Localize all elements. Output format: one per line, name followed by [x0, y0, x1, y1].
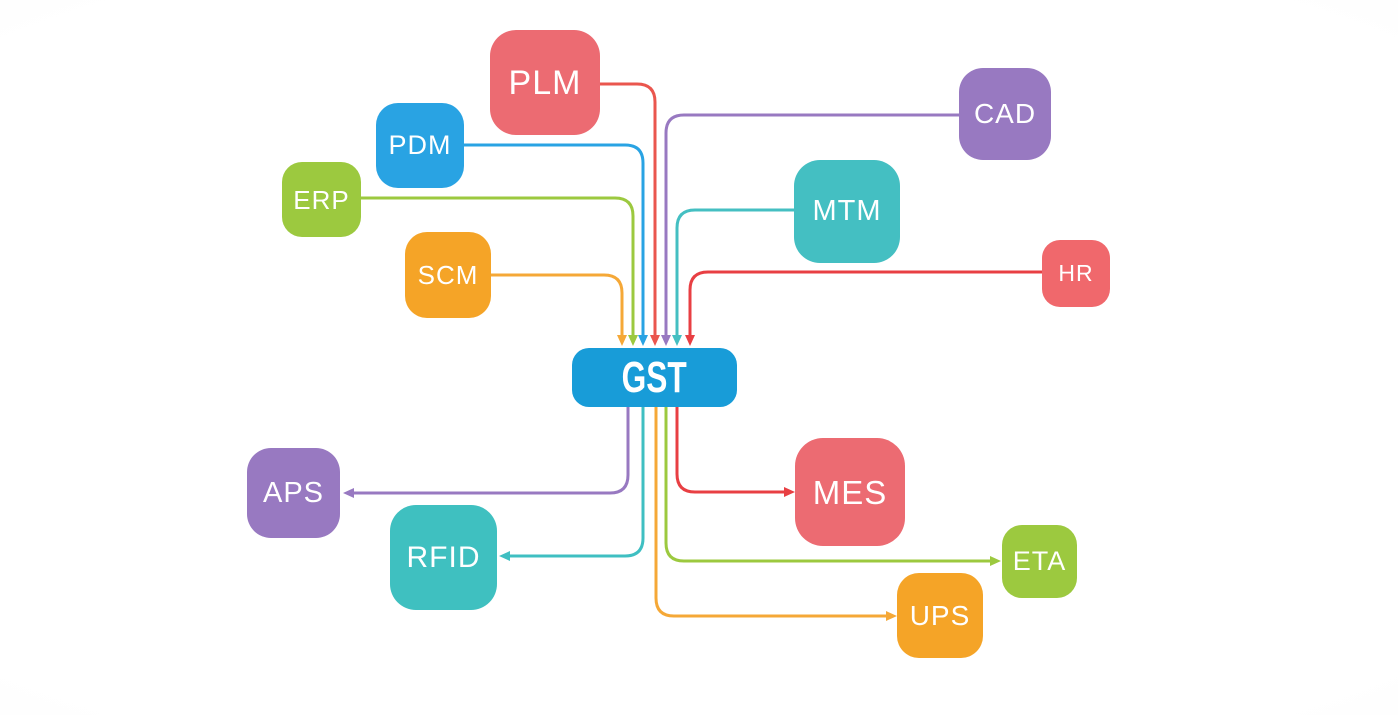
edge-erp-to-gst — [359, 196, 638, 346]
node-plm: PLM — [490, 30, 600, 135]
node-eta: ETA — [1002, 525, 1077, 598]
node-mes-label: MES — [812, 473, 888, 511]
edge-gst-to-aps — [343, 405, 630, 498]
edge-gst-to-rfid — [499, 405, 645, 561]
node-mes: MES — [795, 438, 905, 546]
node-erp-label: ERP — [293, 184, 350, 215]
node-mtm-label: MTM — [812, 195, 882, 227]
node-aps: APS — [247, 448, 340, 538]
node-cad-label: CAD — [973, 98, 1037, 129]
node-rfid-label: RFID — [406, 540, 481, 574]
node-hr-label: HR — [1058, 260, 1094, 286]
node-pdm-label: PDM — [388, 130, 452, 160]
node-scm: SCM — [405, 232, 491, 318]
node-pdm: PDM — [376, 103, 464, 188]
node-rfid: RFID — [390, 505, 497, 610]
edge-plm-to-gst — [598, 82, 660, 346]
edge-gst-to-mes — [675, 405, 795, 497]
edge-pdm-to-gst — [462, 143, 648, 346]
edge-scm-to-gst — [489, 273, 627, 346]
edge-mtm-to-gst — [672, 208, 796, 346]
node-eta-label: ETA — [1012, 546, 1067, 576]
node-scm-label: SCM — [417, 260, 479, 290]
node-ups-label: UPS — [909, 599, 971, 631]
node-gst-hub: GST — [572, 348, 737, 407]
node-hr: HR — [1042, 240, 1110, 307]
node-ups: UPS — [897, 573, 983, 658]
edge-hr-to-gst — [685, 270, 1044, 346]
edge-gst-to-ups — [654, 405, 897, 621]
node-aps-label: APS — [262, 476, 325, 509]
node-plm-label: PLM — [508, 63, 582, 102]
node-erp: ERP — [282, 162, 361, 237]
node-gst-label: GST — [621, 352, 688, 402]
node-mtm: MTM — [794, 160, 900, 263]
edge-cad-to-gst — [661, 113, 961, 346]
edge-gst-to-eta — [664, 405, 1001, 566]
node-cad: CAD — [959, 68, 1051, 160]
